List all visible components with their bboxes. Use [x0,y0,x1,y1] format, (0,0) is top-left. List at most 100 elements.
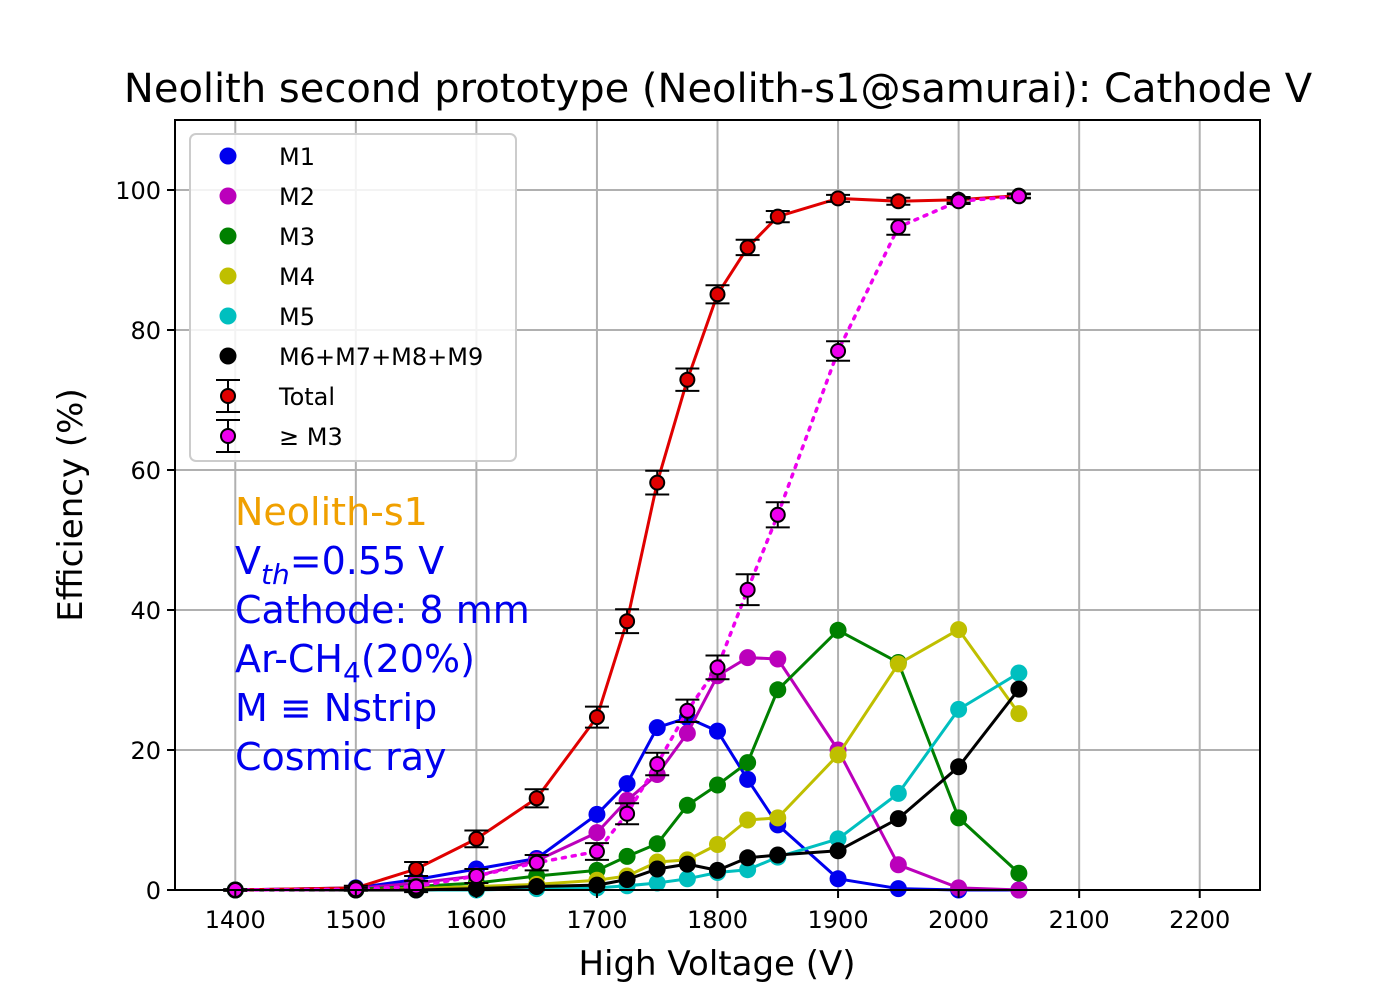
legend: M1 M2 M3 M4 M5 M6+M7+M8+M9 Total ≥ M3 [189,133,517,462]
data-point [890,193,907,210]
chart-title: Neolith second prototype (Neolith-s1@sam… [124,66,1313,112]
x-tick-label: 1600 [446,906,507,934]
data-point [408,861,425,877]
data-point [648,719,666,737]
data-point [468,830,485,847]
data-point [950,621,968,639]
series-line [235,628,1021,892]
data-point [829,830,847,848]
series-line [235,628,1020,892]
y-tick-label: 20 [130,737,161,765]
legend-label: M1 [279,143,315,171]
data-point [467,880,485,898]
data-point [739,849,757,867]
y-tick-label: 100 [115,177,161,205]
x-axis-label: High Voltage (V) [578,944,855,984]
tick-layer: 1400 1500 1600 1700 1800 1900 2000 2100 2200 0 20 4… [115,177,1230,934]
data-point [588,709,605,726]
data-point [648,860,666,878]
legend-item-m4: M4 [219,263,315,291]
annotation-line: Neolith-s1 [235,490,428,534]
legend-marker [220,388,236,404]
legend-item-m1: M1 [219,143,315,171]
series-line [235,194,1019,892]
legend-item-m5: M5 [219,303,315,331]
data-point [528,854,545,871]
legend-label: M3 [279,223,315,251]
data-point [889,880,907,898]
data-point [678,870,696,888]
data-point [588,805,606,823]
legend-label: M5 [279,303,315,331]
data-point [829,842,847,860]
legend-label: Total [278,383,335,411]
data-point [830,343,847,359]
data-point [829,746,847,764]
grid [175,120,1260,891]
legend-frame [189,133,517,462]
series-line [235,716,1019,892]
data-point [709,286,726,303]
y-axis-label: Efficiency (%) [51,388,91,621]
data-point [950,700,968,718]
data-point [769,208,786,225]
x-tick-label: 2000 [928,906,989,934]
data-point [829,621,847,639]
annotation-line: Cosmic ray [235,735,447,779]
data-point [950,758,968,776]
data-point [739,811,757,829]
legend-item-m3: M3 [219,223,315,251]
legend-item-m6-m7-m8-m9: M6+M7+M8+M9 [219,343,483,371]
y-tick-label: 0 [146,877,161,905]
legend-marker [220,428,236,444]
data-point [889,810,907,828]
legend-item-total: Total [216,379,335,413]
data-point [1010,680,1028,698]
x-tick-label: 2200 [1169,906,1230,934]
legend-item-m2: M2 [219,183,315,211]
legend-label: M6+M7+M8+M9 [279,343,483,371]
annotation-line: Cathode: 8 mm [235,588,530,632]
data-point [648,835,666,853]
data-point [890,219,907,236]
data-point [950,879,968,897]
data-point [678,796,696,814]
annotation-line: Ar-CH4(20%) [235,637,475,689]
data-point [1010,705,1028,723]
data-point [648,874,666,892]
x-tick-label: 1700 [566,906,627,934]
data-point [618,871,636,888]
x-tick-label: 1800 [687,906,748,934]
x-tick-label: 1900 [808,906,869,934]
data-point [950,193,967,210]
data-point [649,756,666,772]
data-point [739,239,756,256]
data-point [739,754,757,772]
data-point [1010,864,1028,882]
series-total [223,187,1031,898]
data-point [889,784,907,802]
legend-marker [219,147,237,165]
legend-item-m3: ≥ M3 [216,419,343,453]
data-point [950,809,968,827]
data-point [739,770,757,788]
data-point [618,847,636,865]
data-point [889,856,907,874]
legend-marker [219,187,237,205]
data-point [739,861,757,879]
legend-label: M2 [279,183,315,211]
data-point [588,843,605,860]
data-point [1010,664,1028,682]
data-point [830,190,847,207]
legend-label: ≥ M3 [279,423,343,451]
data-point [739,581,756,598]
data-point [769,506,786,523]
data-point [618,775,636,793]
data-point [829,870,847,888]
data-point [709,861,726,879]
data-point [1010,188,1027,205]
data-point [588,824,606,842]
data-point [619,613,636,630]
